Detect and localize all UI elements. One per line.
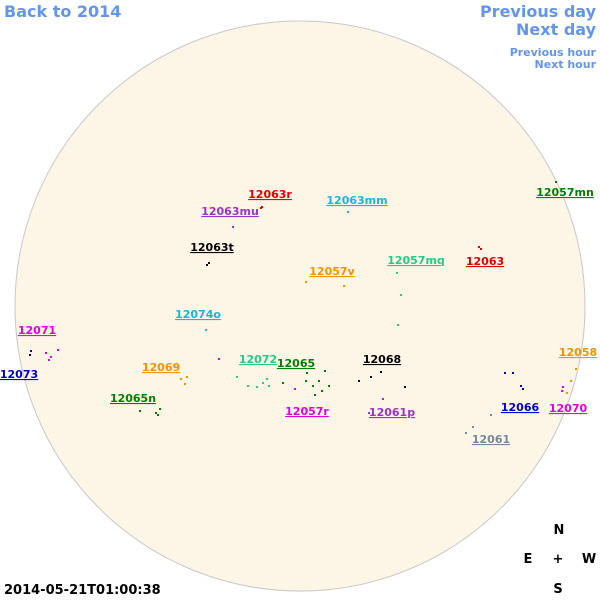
compass-south: S bbox=[553, 582, 562, 597]
sunspot bbox=[48, 359, 50, 361]
sunspot bbox=[382, 398, 384, 400]
region-label: 12074o bbox=[175, 308, 221, 321]
region-label: 12066 bbox=[501, 401, 540, 414]
sunspot bbox=[247, 385, 249, 387]
next-hour-link[interactable]: Next hour bbox=[535, 58, 597, 71]
sunspot bbox=[343, 285, 345, 287]
sunspot bbox=[305, 281, 307, 283]
region-label: 12061 bbox=[472, 433, 510, 446]
next-day-link[interactable]: Next day bbox=[516, 20, 597, 39]
sunspot bbox=[57, 349, 59, 351]
sunspot bbox=[294, 388, 296, 390]
sunspot bbox=[472, 426, 474, 428]
previous-hour-link[interactable]: Previous hour bbox=[510, 46, 597, 59]
sunspot bbox=[268, 385, 270, 387]
sunspot bbox=[562, 386, 564, 388]
sunspot bbox=[324, 370, 326, 372]
sunspot bbox=[180, 378, 182, 380]
timestamp: 2014-05-21T01:00:38 bbox=[4, 583, 161, 598]
region-label: 12057mq bbox=[387, 254, 445, 267]
region-label: 12057mn bbox=[536, 186, 594, 199]
sunspot bbox=[347, 211, 349, 213]
sunspot bbox=[321, 390, 323, 392]
region-label: 12063mm bbox=[326, 194, 387, 207]
sunspot bbox=[30, 350, 32, 352]
sunspot bbox=[155, 412, 157, 414]
region-label: 12070 bbox=[549, 402, 588, 415]
compass-north: N bbox=[554, 523, 565, 538]
sunspot bbox=[480, 248, 482, 250]
sunspot bbox=[206, 264, 208, 266]
region-label: 12057r bbox=[285, 405, 329, 418]
previous-day-link[interactable]: Previous day bbox=[480, 2, 597, 21]
compass-center: + bbox=[553, 552, 564, 567]
region-label: 12063t bbox=[190, 241, 234, 254]
region-label: 12061p bbox=[369, 406, 415, 419]
sunspot bbox=[318, 380, 320, 382]
sunspot bbox=[575, 368, 577, 370]
sunspot bbox=[358, 380, 360, 382]
sunspot bbox=[478, 246, 480, 248]
sunspot bbox=[266, 378, 268, 380]
region-label: 12073 bbox=[0, 368, 38, 381]
sunspot bbox=[306, 372, 308, 374]
region-label: 12071 bbox=[18, 324, 56, 337]
sunspot bbox=[236, 376, 238, 378]
sunspot bbox=[312, 385, 314, 387]
sunspot bbox=[139, 410, 141, 412]
sunspot bbox=[370, 376, 372, 378]
sunspot bbox=[368, 412, 370, 414]
sunspot bbox=[186, 376, 188, 378]
region-label: 12068 bbox=[363, 353, 401, 366]
region-label: 12063r bbox=[248, 188, 292, 201]
sunspot bbox=[208, 262, 210, 264]
sunspot bbox=[520, 385, 522, 387]
sunspot bbox=[157, 414, 159, 416]
sunspot bbox=[566, 392, 568, 394]
region-label: 12063mu bbox=[201, 205, 259, 218]
sunspot bbox=[561, 390, 563, 392]
sunspot bbox=[261, 206, 263, 208]
sunspot bbox=[555, 181, 557, 183]
solar-disk bbox=[14, 20, 586, 592]
sunspot bbox=[397, 324, 399, 326]
sunspot bbox=[205, 329, 207, 331]
compass-west: W bbox=[582, 552, 596, 567]
sunspot bbox=[45, 352, 47, 354]
sunspot bbox=[232, 226, 234, 228]
sunspot bbox=[465, 432, 467, 434]
region-label: 12069 bbox=[142, 361, 180, 374]
sunspot bbox=[29, 354, 31, 356]
region-label: 12063 bbox=[466, 255, 504, 268]
region-label: 12057v bbox=[309, 265, 355, 278]
sunspot bbox=[522, 388, 524, 390]
sunspot bbox=[512, 372, 514, 374]
sunspot bbox=[570, 380, 572, 382]
sunspot bbox=[328, 385, 330, 387]
sunspot bbox=[404, 386, 406, 388]
sunspot bbox=[490, 414, 492, 416]
sunspot bbox=[159, 408, 161, 410]
sunspot bbox=[305, 380, 307, 382]
sunspot bbox=[262, 382, 264, 384]
region-label: 12065 bbox=[277, 357, 315, 370]
sunspot bbox=[380, 371, 382, 373]
sunspot bbox=[218, 358, 220, 360]
sunspot bbox=[314, 394, 316, 396]
sunspot bbox=[396, 272, 398, 274]
sunspot bbox=[400, 294, 402, 296]
sunspot bbox=[282, 382, 284, 384]
compass-east: E bbox=[524, 552, 533, 567]
region-label: 12072 bbox=[239, 353, 277, 366]
sunspot bbox=[256, 386, 258, 388]
sunspot bbox=[184, 383, 186, 385]
sunspot bbox=[50, 356, 52, 358]
back-link[interactable]: Back to 2014 bbox=[4, 2, 121, 21]
region-label: 12065n bbox=[110, 392, 156, 405]
sunspot bbox=[504, 372, 506, 374]
region-label: 12058 bbox=[559, 346, 597, 359]
